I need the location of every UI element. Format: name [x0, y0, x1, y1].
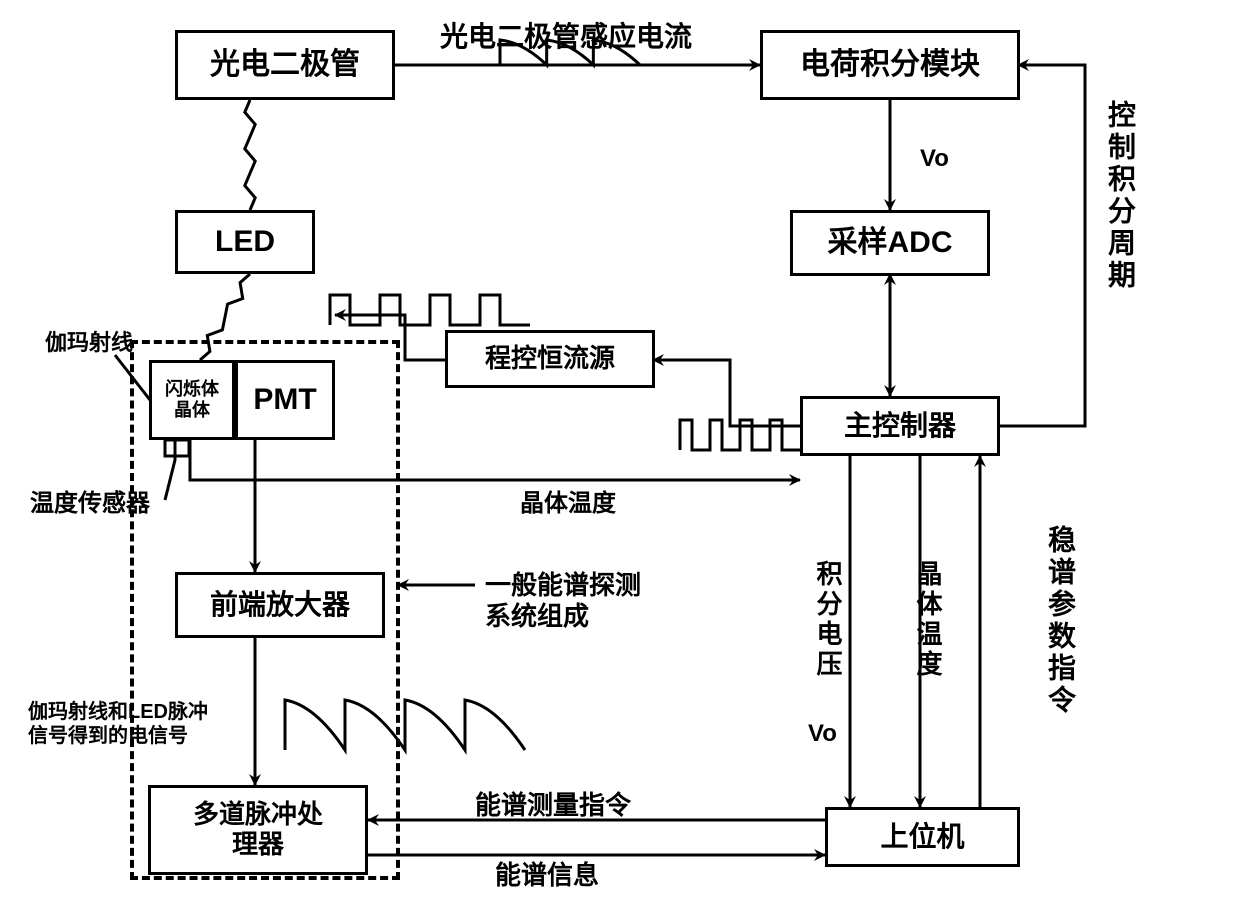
- node-photodiode: 光电二极管: [175, 30, 395, 100]
- node-label: 采样ADC: [828, 226, 953, 261]
- node-label: 程控恒流源: [485, 344, 615, 374]
- node-integrator: 电荷积分模块: [760, 30, 1020, 100]
- node-led: LED: [175, 210, 315, 274]
- node-host: 上位机: [825, 807, 1020, 867]
- label-spec-info: 能谱信息: [495, 860, 599, 891]
- label-gamma: 伽玛射线: [45, 330, 133, 356]
- node-mca: 多道脉冲处 理器: [148, 785, 368, 875]
- node-label: 主控制器: [844, 410, 956, 442]
- node-label: PMT: [253, 383, 316, 418]
- node-label: 多道脉冲处 理器: [193, 800, 323, 860]
- label-crystal-temp: 晶体温度: [520, 490, 616, 519]
- label-crystal-temp2: 晶体温度: [910, 560, 947, 680]
- label-vo2: Vo: [808, 720, 837, 749]
- label-int-voltage: 积分电压: [810, 560, 847, 680]
- node-label: 光电二极管: [210, 48, 360, 83]
- label-vo: Vo: [920, 145, 949, 174]
- label-stab-cmd: 稳谱参数指令: [1040, 525, 1080, 717]
- node-currentsrc: 程控恒流源: [445, 330, 655, 388]
- label-temp-sensor: 温度传感器: [30, 490, 150, 519]
- label-ctrl-period: 控制积分周期: [1100, 100, 1140, 292]
- node-scint: 闪烁体 晶体: [149, 360, 235, 440]
- label-sig-note: 伽玛射线和LED脉冲 信号得到的电信号: [28, 700, 208, 748]
- node-adc: 采样ADC: [790, 210, 990, 276]
- node-mcu: 主控制器: [800, 396, 1000, 456]
- node-preamp: 前端放大器: [175, 572, 385, 638]
- node-label: 闪烁体 晶体: [165, 379, 219, 420]
- label-spec-cmd: 能谱测量指令: [475, 790, 631, 821]
- label-pd-current: 光电二极管感应电流: [440, 20, 692, 54]
- node-pmt: PMT: [235, 360, 335, 440]
- node-label: 前端放大器: [210, 589, 350, 621]
- node-label: LED: [215, 225, 275, 260]
- node-label: 上位机: [880, 821, 964, 853]
- node-label: 电荷积分模块: [800, 48, 980, 83]
- label-sys-note: 一般能谱探测 系统组成: [485, 570, 641, 632]
